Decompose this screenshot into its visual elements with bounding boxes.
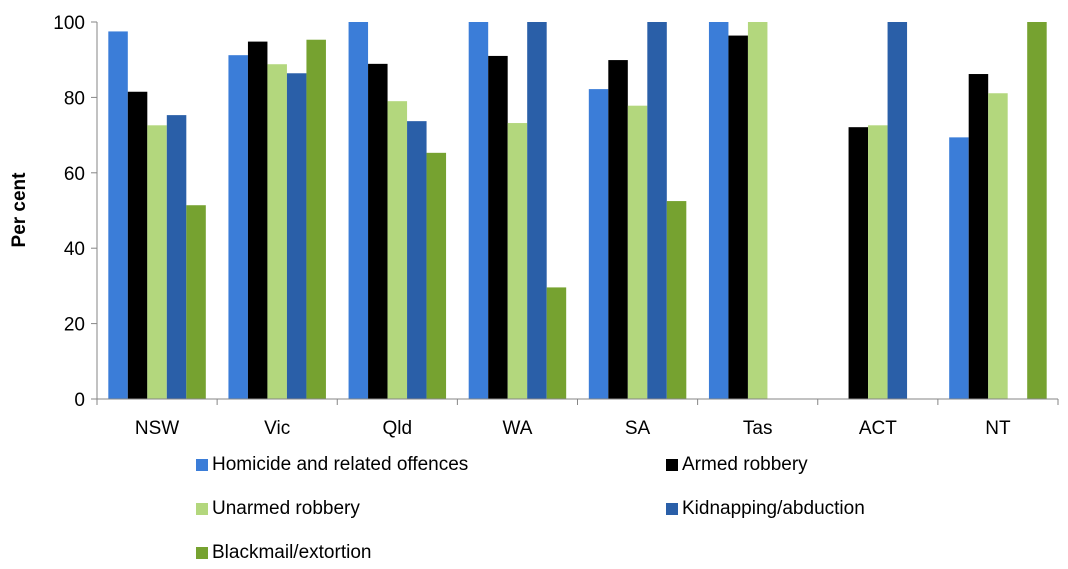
y-tick-label: 40	[64, 239, 85, 260]
bar-nt-series-1	[949, 137, 969, 400]
bar-sa-series-5	[666, 201, 687, 399]
bar-act-series-4	[887, 22, 908, 399]
bar-sa-series-3	[627, 105, 648, 399]
bar-nt-series-2	[968, 74, 989, 399]
x-tick-label-vic: Vic	[264, 418, 290, 439]
x-tick-label-wa: WA	[502, 418, 532, 439]
bar-tas-series-1	[708, 22, 729, 399]
bar-nt-series-3	[988, 93, 1008, 399]
y-tick-label: 20	[64, 315, 85, 336]
x-tick-label-qld: Qld	[383, 418, 413, 439]
bar-vic-series-4	[286, 73, 307, 400]
y-tick-label: 100	[53, 13, 85, 34]
bar-nsw-series-2	[127, 91, 148, 399]
bar-qld-series-2	[368, 63, 388, 399]
x-tick-label-act: ACT	[859, 418, 897, 439]
bar-tas-series-2	[728, 35, 748, 399]
bar-vic-series-5	[306, 39, 326, 399]
x-tick-label-tas: Tas	[743, 418, 773, 439]
x-tick-label-nt: NT	[985, 418, 1011, 439]
bar-wa-series-2	[488, 55, 508, 400]
bar-act-series-3	[868, 125, 888, 400]
bar-nsw-series-5	[186, 205, 206, 399]
bar-nsw-series-4	[166, 115, 187, 400]
x-tick-label-sa: SA	[625, 418, 651, 439]
bar-wa-series-3	[507, 123, 528, 399]
bar-qld-series-3	[387, 101, 408, 400]
bar-nsw-series-1	[108, 31, 128, 400]
bar-qld-series-1	[348, 22, 369, 399]
bar-qld-series-4	[407, 121, 427, 400]
bar-wa-series-4	[527, 22, 547, 399]
bar-vic-series-2	[247, 41, 268, 399]
y-tick-label: 60	[64, 164, 85, 185]
y-tick-label: 80	[64, 88, 85, 109]
bar-act-series-2	[848, 127, 869, 400]
bar-sa-series-1	[588, 89, 609, 400]
x-tick-label-nsw: NSW	[135, 418, 179, 439]
y-tick-label: 0	[74, 390, 85, 411]
axes-group: 0 20 40 60 80 100 NSW Vic Qld WA SA Tas ACT NT	[53, 13, 1059, 439]
bar-vic-series-1	[228, 55, 248, 400]
bar-nt-series-5	[1027, 22, 1047, 399]
bars-group	[108, 22, 1047, 400]
bar-sa-series-2	[608, 60, 628, 399]
bar-tas-series-3	[747, 22, 768, 399]
bar-wa-series-1	[468, 22, 489, 399]
y-axis-label: Per cent	[9, 172, 30, 248]
bar-qld-series-5	[426, 152, 447, 399]
bar-wa-series-5	[546, 287, 567, 399]
bar-nsw-series-3	[147, 125, 167, 400]
bar-vic-series-3	[267, 64, 287, 399]
bar-sa-series-4	[647, 22, 667, 399]
